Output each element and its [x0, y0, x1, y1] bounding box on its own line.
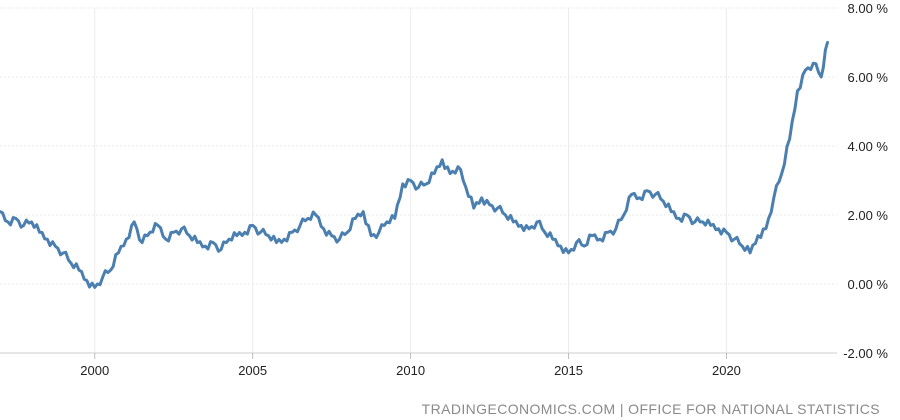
x-tick-label: 2005: [238, 363, 267, 378]
y-tick-label: 6.00 %: [848, 70, 889, 85]
series-line: [0, 41, 829, 289]
x-tick-label: 2000: [80, 363, 109, 378]
x-axis-ticks: [94, 353, 727, 359]
source-attribution: TRADINGECONOMICS.COM | OFFICE FOR NATION…: [421, 401, 880, 417]
x-tick-label: 2020: [712, 363, 741, 378]
y-axis-labels: 8.00 % 6.00 % 4.00 % 2.00 % 0.00 % -2.00 %: [843, 1, 888, 361]
y-tick-label: 0.00 %: [848, 277, 889, 292]
y-tick-label: 8.00 %: [848, 1, 889, 16]
x-tick-label: 2015: [554, 363, 583, 378]
x-tick-label: 2010: [396, 363, 425, 378]
grid-lines: [0, 7, 837, 353]
x-axis-labels: 2000 2005 2010 2015 2020: [80, 363, 741, 378]
y-tick-label: 4.00 %: [848, 139, 889, 154]
y-tick-label: -2.00 %: [843, 346, 888, 361]
y-tick-label: 2.00 %: [848, 208, 889, 223]
